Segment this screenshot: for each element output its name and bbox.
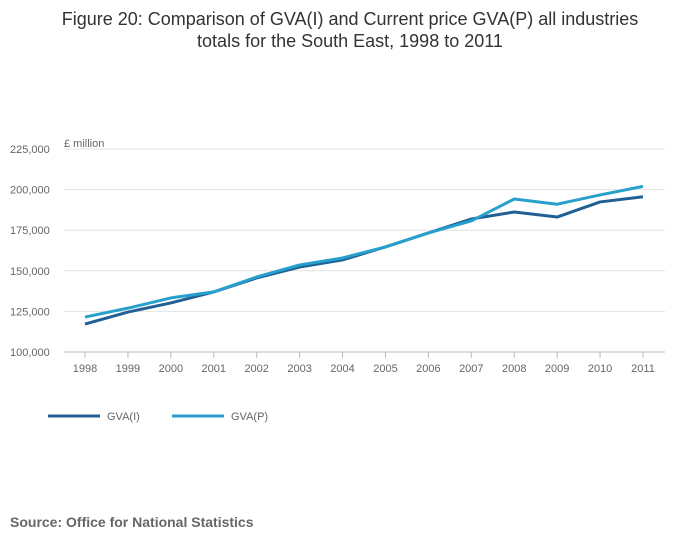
legend-label: GVA(I) — [107, 411, 140, 423]
x-tick-label: 2007 — [459, 363, 483, 375]
x-tick-label: 2010 — [588, 363, 612, 375]
x-tick-label: 2001 — [202, 363, 226, 375]
x-tick-label: 2009 — [545, 363, 569, 375]
x-tick-label: 2003 — [287, 363, 311, 375]
chart-title: Figure 20: Comparison of GVA(I) and Curr… — [0, 8, 700, 52]
y-tick-label: 175,000 — [10, 225, 50, 237]
series-line-gvap — [84, 184, 644, 319]
x-tick-label: 2002 — [244, 363, 268, 375]
y-tick-label: 125,000 — [10, 306, 50, 318]
x-tick-label: 2008 — [502, 363, 526, 375]
x-tick-label: 2011 — [631, 363, 655, 375]
y-tick-label: 100,000 — [10, 347, 50, 359]
y-tick-label: 200,000 — [10, 185, 50, 197]
x-tick-label: 2006 — [416, 363, 440, 375]
y-axis-label: £ million — [64, 138, 104, 150]
x-tick-label: 2000 — [159, 363, 183, 375]
x-tick-label: 2004 — [330, 363, 354, 375]
series-line-gvai — [84, 195, 644, 326]
x-tick-label: 1999 — [116, 363, 140, 375]
chart-title-line2: totals for the South East, 1998 to 2011 — [197, 31, 503, 51]
legend-label: GVA(P) — [231, 411, 268, 423]
y-tick-label: 225,000 — [10, 144, 50, 156]
y-tick-label: 150,000 — [10, 266, 50, 278]
chart-title-line1: Figure 20: Comparison of GVA(I) and Curr… — [61, 9, 639, 29]
x-tick-label: 1998 — [73, 363, 97, 375]
x-tick-label: 2005 — [373, 363, 397, 375]
source-note: Source: Office for National Statistics — [10, 514, 254, 530]
